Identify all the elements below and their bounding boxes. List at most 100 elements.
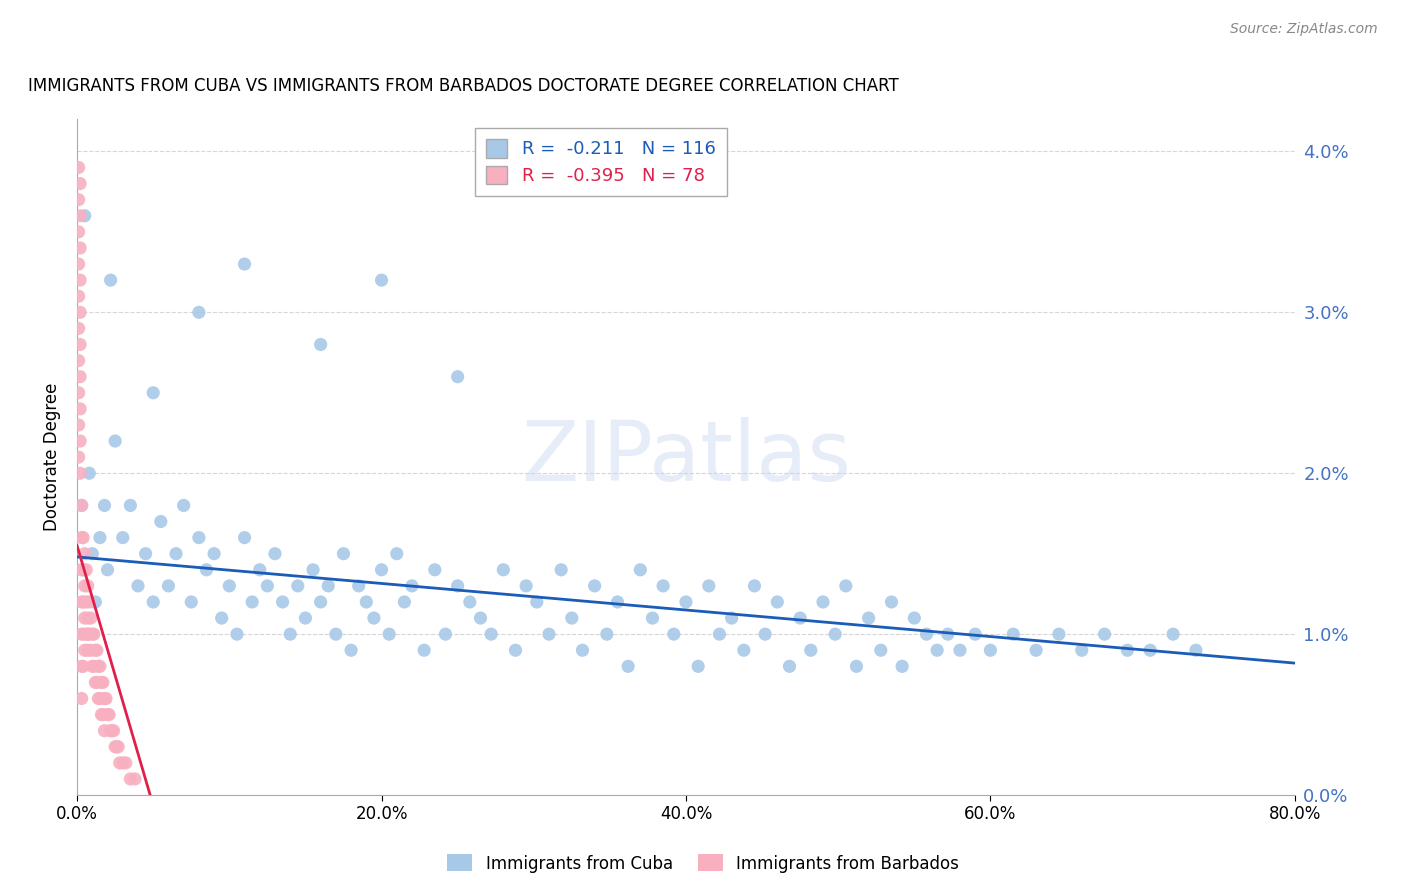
Legend: R =  -0.211   N = 116, R =  -0.395   N = 78: R = -0.211 N = 116, R = -0.395 N = 78	[475, 128, 727, 196]
Point	[1161, 627, 1184, 641]
Point	[108, 756, 131, 770]
Text: IMMIGRANTS FROM CUBA VS IMMIGRANTS FROM BARBADOS DOCTORATE DEGREE CORRELATION CH: IMMIGRANTS FROM CUBA VS IMMIGRANTS FROM …	[28, 78, 898, 95]
Point	[652, 579, 675, 593]
Point	[67, 385, 90, 400]
Point	[98, 707, 121, 722]
Point	[356, 595, 378, 609]
Point	[1002, 627, 1025, 641]
Point	[1070, 643, 1092, 657]
Point	[571, 643, 593, 657]
Point	[325, 627, 347, 641]
Point	[83, 627, 105, 641]
Point	[754, 627, 776, 641]
Point	[515, 579, 537, 593]
Point	[104, 434, 127, 448]
Point	[401, 579, 423, 593]
Point	[347, 579, 370, 593]
Point	[89, 691, 111, 706]
Point	[87, 659, 110, 673]
Point	[218, 579, 240, 593]
Point	[67, 289, 90, 303]
Point	[709, 627, 731, 641]
Point	[77, 627, 100, 641]
Point	[105, 739, 128, 754]
Point	[69, 369, 91, 384]
Point	[824, 627, 846, 641]
Point	[187, 305, 209, 319]
Point	[965, 627, 987, 641]
Point	[80, 643, 103, 657]
Point	[104, 739, 127, 754]
Point	[233, 257, 256, 271]
Point	[127, 579, 149, 593]
Point	[835, 579, 858, 593]
Text: ZIPatlas: ZIPatlas	[522, 417, 851, 498]
Point	[858, 611, 880, 625]
Y-axis label: Doctorate Degree: Doctorate Degree	[44, 383, 60, 532]
Point	[226, 627, 249, 641]
Point	[73, 547, 96, 561]
Point	[73, 209, 96, 223]
Point	[89, 531, 111, 545]
Point	[124, 772, 146, 786]
Point	[82, 659, 104, 673]
Point	[149, 515, 172, 529]
Point	[446, 369, 468, 384]
Point	[69, 467, 91, 481]
Point	[73, 579, 96, 593]
Point	[67, 353, 90, 368]
Point	[264, 547, 287, 561]
Point	[120, 499, 142, 513]
Point	[550, 563, 572, 577]
Point	[596, 627, 619, 641]
Point	[688, 659, 710, 673]
Point	[96, 563, 118, 577]
Point	[733, 643, 755, 657]
Point	[70, 499, 93, 513]
Point	[70, 563, 93, 577]
Point	[111, 531, 134, 545]
Point	[561, 611, 583, 625]
Point	[903, 611, 925, 625]
Point	[83, 659, 105, 673]
Point	[720, 611, 742, 625]
Point	[302, 563, 325, 577]
Point	[1116, 643, 1139, 657]
Point	[67, 193, 90, 207]
Point	[120, 772, 142, 786]
Point	[363, 611, 385, 625]
Point	[70, 531, 93, 545]
Point	[84, 643, 107, 657]
Point	[744, 579, 766, 593]
Point	[979, 643, 1001, 657]
Legend: Immigrants from Cuba, Immigrants from Barbados: Immigrants from Cuba, Immigrants from Ba…	[440, 847, 966, 880]
Point	[69, 305, 91, 319]
Point	[157, 579, 180, 593]
Point	[82, 547, 104, 561]
Point	[69, 401, 91, 416]
Point	[72, 531, 94, 545]
Point	[84, 675, 107, 690]
Point	[73, 611, 96, 625]
Text: Source: ZipAtlas.com: Source: ZipAtlas.com	[1230, 22, 1378, 37]
Point	[811, 595, 834, 609]
Point	[67, 161, 90, 175]
Point	[413, 643, 436, 657]
Point	[91, 707, 114, 722]
Point	[949, 643, 972, 657]
Point	[67, 450, 90, 464]
Point	[880, 595, 903, 609]
Point	[1025, 643, 1047, 657]
Point	[142, 385, 165, 400]
Point	[72, 595, 94, 609]
Point	[89, 659, 111, 673]
Point	[75, 627, 97, 641]
Point	[1094, 627, 1116, 641]
Point	[72, 563, 94, 577]
Point	[114, 756, 136, 770]
Point	[86, 643, 108, 657]
Point	[70, 627, 93, 641]
Point	[446, 579, 468, 593]
Point	[492, 563, 515, 577]
Point	[271, 595, 294, 609]
